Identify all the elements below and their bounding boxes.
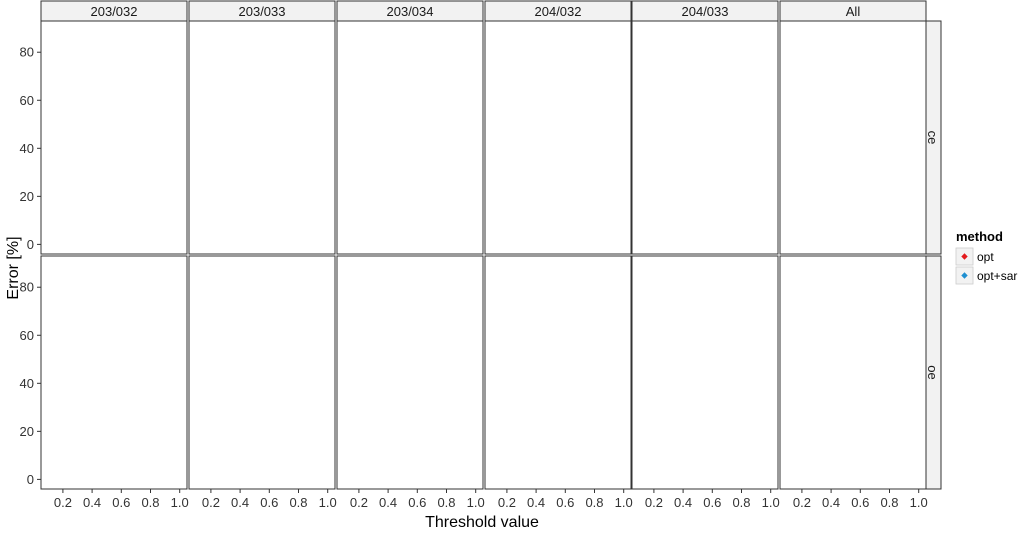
panel-border	[40, 255, 188, 490]
legend-title: method	[956, 229, 1003, 244]
y-axis-title: Error [%]	[5, 236, 22, 299]
x-tick-label: 0.6	[112, 495, 130, 510]
x-tick-label: 0.2	[498, 495, 516, 510]
panel-border	[40, 20, 188, 255]
panel-border	[484, 20, 632, 255]
panel-border	[631, 20, 779, 255]
x-tick-label: 0.2	[54, 495, 72, 510]
y-tick-label: 40	[20, 376, 34, 391]
panel-border	[779, 255, 927, 490]
legend-marker-opt	[961, 253, 968, 260]
x-tick-label: 1.0	[467, 495, 485, 510]
panel-204-032-ce	[484, 20, 632, 255]
facet-label-204-032: 204/032	[535, 4, 582, 19]
x-tick-label: 1.0	[615, 495, 633, 510]
panel-203-033-ce	[188, 20, 336, 255]
x-tick-label: 0.8	[141, 495, 159, 510]
panel-203-032-ce	[40, 20, 188, 255]
panel-203-034-ce	[336, 20, 484, 255]
x-tick-label: 0.8	[437, 495, 455, 510]
facet-label-203-032: 203/032	[91, 4, 138, 19]
x-tick-label: 0.2	[350, 495, 368, 510]
panel-204-033-ce	[631, 20, 779, 255]
x-tick-label: 1.0	[319, 495, 337, 510]
facet-label-all: All	[846, 4, 861, 19]
x-tick-label: 0.8	[880, 495, 898, 510]
x-tick-label: 0.4	[231, 495, 249, 510]
panel-border	[631, 255, 779, 490]
y-tick-label: 20	[20, 424, 34, 439]
x-tick-label: 0.4	[83, 495, 101, 510]
x-tick-label: 0.6	[851, 495, 869, 510]
panel-border	[336, 20, 484, 255]
legend-label-opt-sar: opt+sar	[977, 269, 1017, 283]
row-label-oe: oe	[925, 365, 940, 379]
panel-border	[484, 255, 632, 490]
y-tick-label: 20	[20, 189, 34, 204]
y-tick-label: 60	[20, 328, 34, 343]
x-tick-label: 0.4	[379, 495, 397, 510]
x-tick-label: 0.2	[645, 495, 663, 510]
panel-border	[779, 20, 927, 255]
y-tick-label: 0	[27, 237, 34, 252]
panel-204-033-oe	[631, 255, 779, 490]
x-tick-label: 1.0	[171, 495, 189, 510]
y-tick-label: 80	[20, 280, 34, 295]
x-tick-label: 0.6	[260, 495, 278, 510]
x-tick-label: 1.0	[910, 495, 928, 510]
x-tick-label: 0.8	[289, 495, 307, 510]
panel-203-032-oe	[40, 255, 188, 490]
x-tick-label: 0.8	[585, 495, 603, 510]
facet-label-204-033: 204/033	[682, 4, 729, 19]
legend-label-opt: opt	[977, 250, 994, 264]
facet-label-203-033: 203/033	[239, 4, 286, 19]
legend-marker-opt-sar	[961, 272, 968, 279]
panel-border	[336, 255, 484, 490]
x-tick-label: 0.4	[674, 495, 692, 510]
legend: method opt opt+sar	[955, 229, 1017, 285]
x-tick-label: 0.2	[793, 495, 811, 510]
panel-203-034-oe	[336, 255, 484, 490]
x-tick-label: 0.6	[408, 495, 426, 510]
facet-label-203-034: 203/034	[387, 4, 434, 19]
x-tick-label: 0.4	[527, 495, 545, 510]
panel-all-oe	[779, 255, 927, 490]
x-tick-label: 0.8	[732, 495, 750, 510]
row-label-ce: ce	[925, 131, 940, 145]
x-axis-title: Threshold value	[425, 514, 539, 531]
panel-204-032-oe	[484, 255, 632, 490]
y-tick-label: 80	[20, 45, 34, 60]
panel-border	[188, 20, 336, 255]
panels-layer: 203/032 203/033 203/034 204/032 204/033 All ce…	[20, 0, 942, 510]
panel-203-033-oe	[188, 255, 336, 490]
x-tick-label: 0.2	[202, 495, 220, 510]
y-tick-label: 40	[20, 141, 34, 156]
x-tick-label: 0.6	[556, 495, 574, 510]
x-tick-label: 1.0	[762, 495, 780, 510]
panel-border	[188, 255, 336, 490]
y-tick-label: 0	[27, 472, 34, 487]
x-tick-label: 0.6	[703, 495, 721, 510]
y-tick-label: 60	[20, 93, 34, 108]
x-tick-label: 0.4	[822, 495, 840, 510]
panel-all-ce	[779, 20, 927, 255]
